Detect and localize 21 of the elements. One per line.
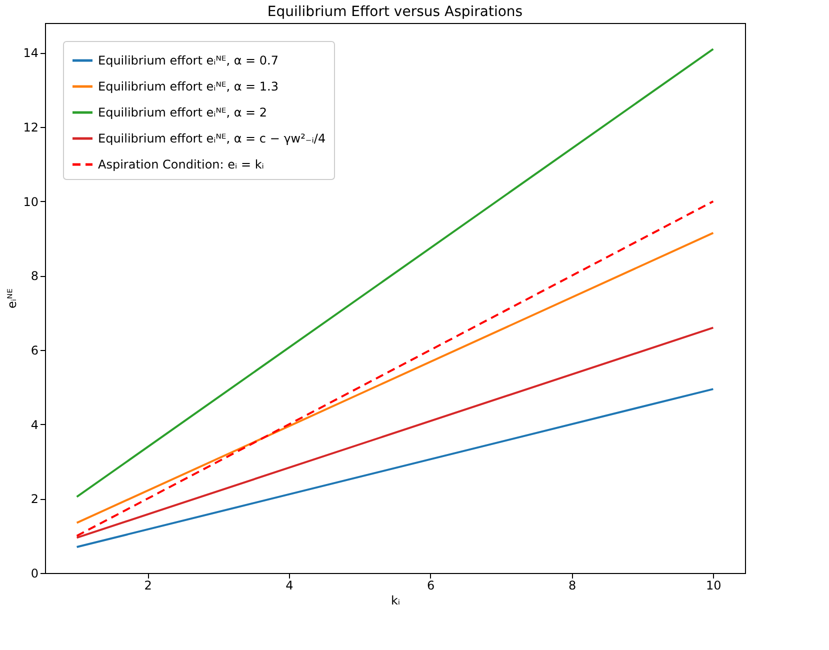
x-axis-title: kᵢ bbox=[390, 594, 400, 608]
y-tick-label: 2 bbox=[30, 492, 38, 506]
y-tick-label: 14 bbox=[23, 46, 38, 60]
x-tick-label: 2 bbox=[144, 578, 152, 592]
y-tick-label: 0 bbox=[30, 566, 38, 580]
chart-title: Equilibrium Effort versus Aspirations bbox=[267, 4, 523, 20]
legend-label: Equilibrium effort eᵢᴺᴱ, α = 1.3 bbox=[98, 80, 279, 94]
x-tick-label: 8 bbox=[568, 578, 576, 592]
y-tick-label: 8 bbox=[30, 269, 38, 284]
y-axis-title: eᵢᴺᴱ bbox=[5, 288, 20, 308]
y-tick-label: 6 bbox=[30, 344, 38, 358]
x-tick-label: 6 bbox=[427, 578, 435, 592]
y-tick-label: 12 bbox=[23, 120, 38, 135]
legend-label: Equilibrium effort eᵢᴺᴱ, α = c − γw²₋ᵢ/4 bbox=[98, 132, 326, 146]
y-tick-label: 4 bbox=[30, 418, 38, 432]
legend-label: Aspiration Condition: eᵢ = kᵢ bbox=[98, 158, 264, 172]
x-tick-label: 10 bbox=[706, 578, 722, 592]
legend-label: Equilibrium effort eᵢᴺᴱ, α = 0.7 bbox=[98, 54, 279, 68]
legend-label: Equilibrium effort eᵢᴺᴱ, α = 2 bbox=[98, 106, 268, 120]
x-tick-label: 4 bbox=[286, 578, 294, 592]
y-tick-label: 10 bbox=[23, 194, 38, 209]
